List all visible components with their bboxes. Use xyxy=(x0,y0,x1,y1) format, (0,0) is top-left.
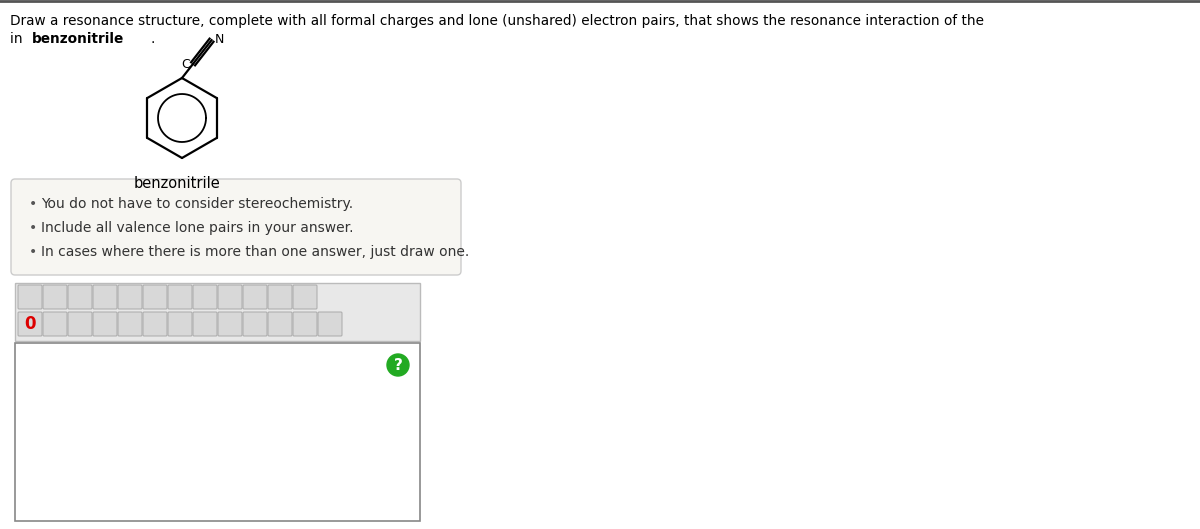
Text: In cases where there is more than one answer, just draw one.: In cases where there is more than one an… xyxy=(41,245,469,259)
FancyBboxPatch shape xyxy=(193,312,217,336)
FancyBboxPatch shape xyxy=(242,312,266,336)
FancyBboxPatch shape xyxy=(18,312,42,336)
FancyBboxPatch shape xyxy=(193,285,217,309)
FancyBboxPatch shape xyxy=(118,285,142,309)
FancyBboxPatch shape xyxy=(242,285,266,309)
Text: benzonitrile: benzonitrile xyxy=(32,32,124,46)
Text: •: • xyxy=(29,197,37,211)
FancyBboxPatch shape xyxy=(293,285,317,309)
FancyBboxPatch shape xyxy=(218,285,242,309)
Text: N: N xyxy=(215,33,224,45)
FancyBboxPatch shape xyxy=(11,179,461,275)
Text: C: C xyxy=(181,58,190,71)
Text: ?: ? xyxy=(394,358,402,372)
FancyBboxPatch shape xyxy=(268,312,292,336)
Text: Include all valence lone pairs in your answer.: Include all valence lone pairs in your a… xyxy=(41,221,354,235)
FancyBboxPatch shape xyxy=(318,312,342,336)
FancyBboxPatch shape xyxy=(293,312,317,336)
FancyBboxPatch shape xyxy=(218,312,242,336)
Text: •: • xyxy=(29,221,37,235)
FancyBboxPatch shape xyxy=(18,285,42,309)
FancyBboxPatch shape xyxy=(68,312,92,336)
Text: Draw a resonance structure, complete with all formal charges and lone (unshared): Draw a resonance structure, complete wit… xyxy=(10,14,989,28)
Bar xyxy=(14,343,420,521)
FancyBboxPatch shape xyxy=(43,312,67,336)
FancyBboxPatch shape xyxy=(168,285,192,309)
Text: You do not have to consider stereochemistry.: You do not have to consider stereochemis… xyxy=(41,197,353,211)
FancyBboxPatch shape xyxy=(143,312,167,336)
FancyBboxPatch shape xyxy=(268,285,292,309)
FancyBboxPatch shape xyxy=(118,312,142,336)
FancyBboxPatch shape xyxy=(168,312,192,336)
Text: .: . xyxy=(151,32,155,46)
FancyBboxPatch shape xyxy=(43,285,67,309)
Circle shape xyxy=(386,354,409,376)
FancyBboxPatch shape xyxy=(143,285,167,309)
Text: in: in xyxy=(10,32,28,46)
Text: 0: 0 xyxy=(24,315,36,333)
Text: benzonitrile: benzonitrile xyxy=(133,176,221,191)
FancyBboxPatch shape xyxy=(94,285,118,309)
Text: •: • xyxy=(29,245,37,259)
FancyBboxPatch shape xyxy=(94,312,118,336)
FancyBboxPatch shape xyxy=(68,285,92,309)
Bar xyxy=(14,283,420,341)
